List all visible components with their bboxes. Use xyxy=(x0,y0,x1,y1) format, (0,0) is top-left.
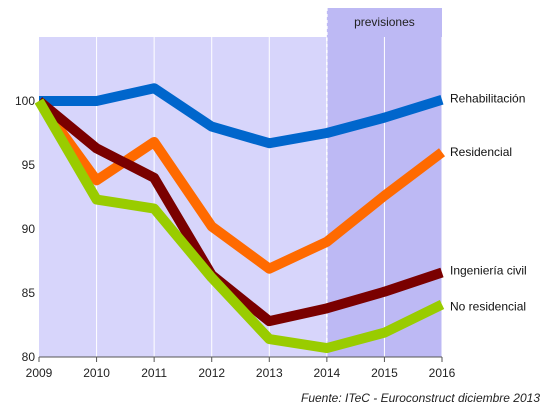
x-tick-label: 2009 xyxy=(26,366,53,380)
source-note: Fuente: ITeC - Euroconstruct diciembre 2… xyxy=(300,391,540,405)
series-line xyxy=(34,98,446,274)
series-label: No residencial xyxy=(450,300,526,314)
series-line xyxy=(34,98,445,354)
x-tick-label: 2011 xyxy=(141,366,167,380)
series-line xyxy=(35,97,444,327)
y-tick-label: 80 xyxy=(22,350,36,364)
x-tick-label: 2014 xyxy=(314,366,341,380)
x-tick-label: 2015 xyxy=(371,366,398,380)
y-tick-label: 90 xyxy=(22,222,36,236)
x-tick-label: 2016 xyxy=(429,366,456,380)
series-line xyxy=(39,83,444,149)
y-tick-label: 100 xyxy=(15,94,35,108)
y-tick-label: 95 xyxy=(22,158,36,172)
forecast-header xyxy=(326,8,442,37)
series-label: Ingeniería civil xyxy=(450,264,527,278)
x-tick-label: 2012 xyxy=(198,366,225,380)
x-tick-label: 2010 xyxy=(83,366,110,380)
series-label: Residencial xyxy=(450,145,512,159)
axes: 2009 2010 2011 2012 2013 2014 2015 2016 80 85 90 95… xyxy=(15,94,456,380)
y-tick-label: 85 xyxy=(22,286,36,300)
series-labels: Rehabilitación Residencial Ingeniería civi… xyxy=(450,92,527,314)
forecast-label: previsiones xyxy=(354,15,415,29)
series-label: Rehabilitación xyxy=(450,92,525,106)
series-layer xyxy=(34,83,446,354)
x-tick-label: 2013 xyxy=(256,366,283,380)
